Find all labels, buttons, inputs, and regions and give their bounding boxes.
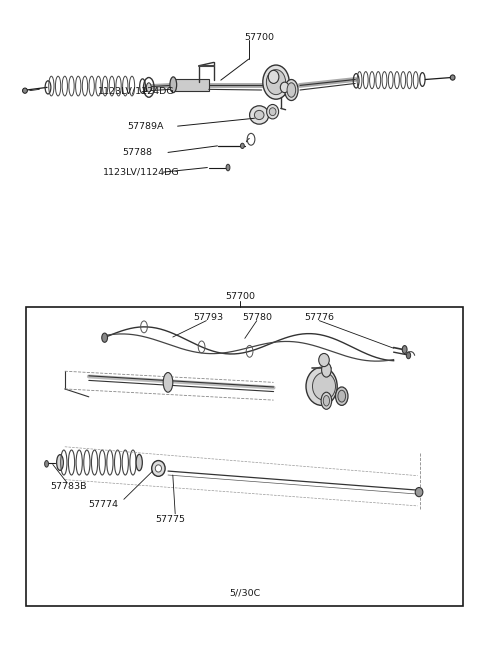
Ellipse shape — [450, 75, 455, 80]
Ellipse shape — [269, 108, 276, 116]
Text: 57774: 57774 — [88, 500, 118, 509]
Ellipse shape — [102, 333, 108, 342]
Ellipse shape — [57, 455, 63, 470]
Text: 57776: 57776 — [304, 313, 334, 322]
Ellipse shape — [136, 455, 142, 471]
Text: 57775: 57775 — [156, 514, 185, 524]
Text: 57780: 57780 — [242, 313, 272, 322]
Ellipse shape — [263, 65, 289, 99]
Ellipse shape — [280, 82, 289, 93]
Ellipse shape — [146, 83, 151, 92]
Bar — [173, 79, 209, 91]
Ellipse shape — [266, 70, 286, 95]
Ellipse shape — [268, 70, 279, 83]
Ellipse shape — [415, 487, 423, 497]
Ellipse shape — [324, 396, 330, 406]
Text: 1123LV/1124DG: 1123LV/1124DG — [103, 168, 180, 177]
Ellipse shape — [23, 88, 27, 93]
Text: 57700: 57700 — [225, 292, 255, 302]
Ellipse shape — [338, 390, 346, 402]
Bar — [26, 307, 463, 606]
Ellipse shape — [287, 83, 296, 97]
Text: 57783B: 57783B — [50, 482, 87, 491]
Ellipse shape — [152, 461, 165, 476]
Text: 57789A: 57789A — [127, 122, 164, 131]
Ellipse shape — [250, 106, 269, 124]
Ellipse shape — [406, 352, 411, 359]
Text: 57788: 57788 — [122, 148, 153, 157]
Ellipse shape — [267, 104, 279, 119]
Ellipse shape — [240, 143, 244, 148]
Ellipse shape — [226, 164, 230, 171]
Ellipse shape — [336, 387, 348, 405]
Ellipse shape — [254, 110, 264, 120]
Ellipse shape — [312, 373, 336, 400]
Ellipse shape — [163, 373, 173, 392]
Text: 57793: 57793 — [194, 313, 224, 322]
Text: 57700: 57700 — [244, 33, 274, 42]
Text: 5//30C: 5//30C — [229, 588, 261, 597]
Ellipse shape — [306, 367, 337, 405]
Ellipse shape — [321, 392, 332, 409]
Ellipse shape — [319, 353, 329, 367]
Ellipse shape — [155, 465, 161, 472]
Text: 1123LV/1124DG: 1123LV/1124DG — [98, 86, 175, 95]
Ellipse shape — [402, 346, 407, 353]
Ellipse shape — [170, 77, 177, 93]
Ellipse shape — [45, 461, 48, 467]
Ellipse shape — [285, 79, 298, 101]
Ellipse shape — [322, 363, 331, 377]
